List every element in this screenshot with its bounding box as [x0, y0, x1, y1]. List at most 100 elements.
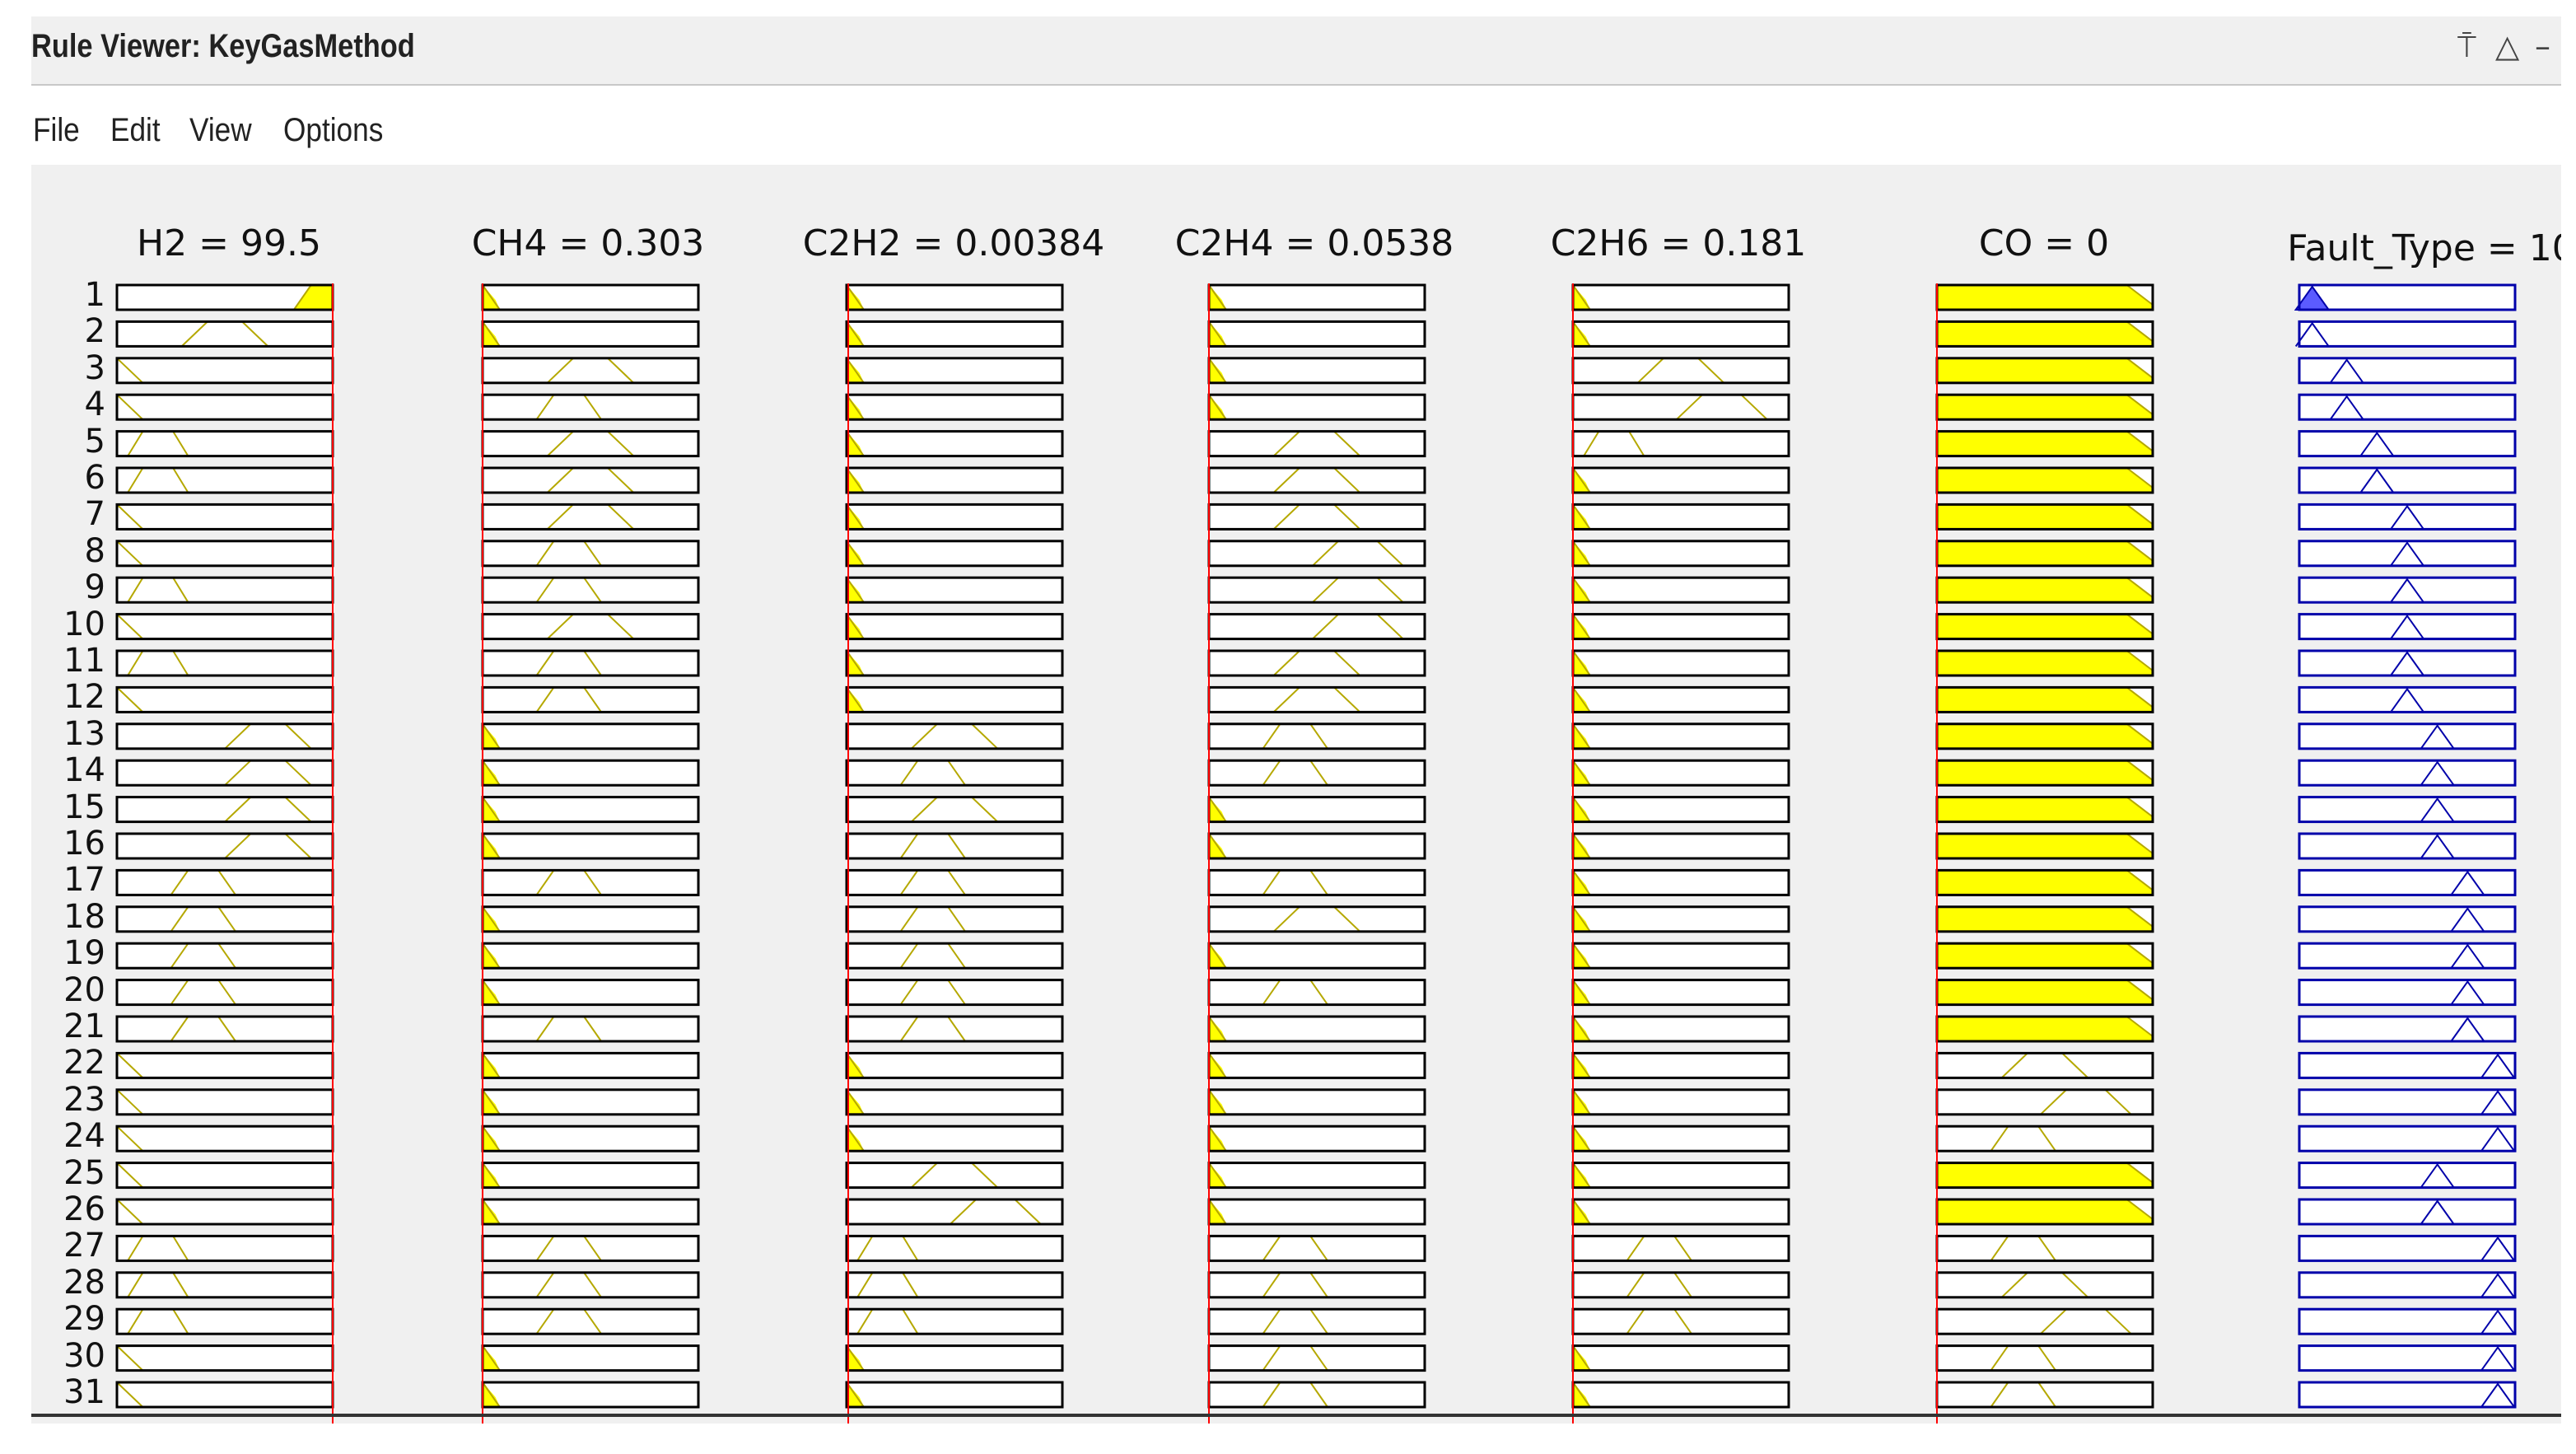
rule-row[interactable]	[115, 1381, 2517, 1409]
output-mf-cell	[2294, 320, 2517, 348]
output-header-fault-type: Fault_Type = 10	[2287, 227, 2561, 269]
input-mf-cell	[1935, 1271, 2154, 1299]
rule-row[interactable]	[115, 685, 2517, 713]
rule-row[interactable]	[115, 722, 2517, 750]
rule-number: 24	[63, 1117, 105, 1156]
input-mf-cell	[481, 759, 700, 787]
rule-row[interactable]	[115, 868, 2517, 896]
rule-row[interactable]	[115, 503, 2517, 531]
input-mf-cell	[115, 1271, 334, 1299]
menu-file[interactable]: File	[33, 112, 80, 148]
input-header-h2: H2 = 99.5	[137, 222, 321, 264]
input-mf-cell	[1207, 613, 1426, 641]
rule-row[interactable]	[115, 540, 2517, 568]
input-mf-cell	[1571, 1234, 1790, 1262]
rule-row[interactable]	[115, 357, 2517, 385]
rule-row[interactable]	[115, 1307, 2517, 1335]
rule-row[interactable]	[115, 430, 2517, 458]
input-mf-cell	[1571, 540, 1790, 568]
pin-icon[interactable]: ⍑	[2457, 28, 2476, 64]
input-mf-cell	[481, 832, 700, 860]
input-mf-cell	[845, 1198, 1064, 1226]
rule-row[interactable]	[115, 320, 2517, 348]
output-mf-cell	[2298, 722, 2517, 750]
input-mf-cell	[845, 905, 1064, 933]
rule-row[interactable]	[115, 796, 2517, 824]
rule-number: 15	[63, 788, 105, 826]
rule-row[interactable]	[115, 759, 2517, 787]
input-mf-cell	[845, 1124, 1064, 1152]
input-mf-cell	[1571, 1344, 1790, 1372]
output-mf-cell	[2298, 1271, 2517, 1299]
rule-row[interactable]	[115, 649, 2517, 677]
input-mf-cell	[1935, 1124, 2154, 1152]
rule-row[interactable]	[115, 1198, 2517, 1226]
input-mf-cell	[1571, 942, 1790, 970]
input-mf-cell	[1571, 1381, 1790, 1409]
rule-number: 25	[63, 1153, 105, 1192]
rule-row[interactable]	[115, 905, 2517, 933]
rule-row[interactable]	[115, 283, 2517, 311]
input-mf-cell	[845, 1015, 1064, 1043]
rule-number: 19	[63, 934, 105, 973]
rule-row[interactable]	[115, 466, 2517, 494]
input-mf-cell	[1207, 1088, 1426, 1116]
input-mf-cell	[845, 649, 1064, 677]
menu-view[interactable]: View	[189, 112, 252, 148]
menu-edit[interactable]: Edit	[110, 112, 161, 148]
input-mf-cell	[845, 759, 1064, 787]
input-mf-cell	[115, 759, 334, 787]
rule-row[interactable]	[115, 1234, 2517, 1262]
input-mf-cell	[481, 613, 700, 641]
rule-row[interactable]	[115, 1088, 2517, 1116]
rule-number: 17	[63, 861, 105, 900]
input-mf-cell	[1207, 393, 1426, 421]
input-mf-cell	[481, 1271, 700, 1299]
rule-row[interactable]	[115, 832, 2517, 860]
rule-row[interactable]	[115, 613, 2517, 641]
rule-row[interactable]	[115, 1124, 2517, 1152]
output-mf-cell	[2298, 503, 2517, 531]
input-mf-cell	[481, 649, 700, 677]
input-mf-cell	[1207, 1307, 1426, 1335]
rule-number: 29	[63, 1300, 105, 1339]
rule-row[interactable]	[115, 1344, 2517, 1372]
input-mf-cell	[115, 979, 334, 1007]
minimize-icon[interactable]: –	[2535, 28, 2550, 64]
input-mf-cell	[1207, 430, 1426, 458]
input-mf-cell	[481, 1381, 700, 1409]
input-header-c2h6: C2H6 = 0.181	[1550, 222, 1807, 264]
rule-row[interactable]	[115, 1271, 2517, 1299]
rule-row[interactable]	[115, 1051, 2517, 1079]
output-mf-cell	[2298, 1307, 2517, 1335]
input-mf-cell	[481, 1344, 700, 1372]
input-header-c2h2: C2H2 = 0.00384	[802, 222, 1105, 264]
rule-row[interactable]	[115, 1162, 2517, 1190]
input-mf-cell	[845, 722, 1064, 750]
output-mf-cell	[2298, 868, 2517, 896]
input-mf-cell	[115, 1381, 334, 1409]
rule-row[interactable]	[115, 942, 2517, 970]
input-mf-cell	[1571, 430, 1790, 458]
input-mf-cell	[115, 942, 334, 970]
output-mf-cell	[2298, 1162, 2517, 1190]
input-mf-cell	[115, 320, 334, 348]
rule-row[interactable]	[115, 1015, 2517, 1043]
input-mf-cell	[1571, 613, 1790, 641]
rule-row[interactable]	[115, 393, 2517, 421]
rule-row[interactable]	[115, 576, 2517, 604]
input-mf-cell	[1935, 722, 2154, 750]
input-mf-cell	[1935, 283, 2154, 311]
input-mf-cell	[1207, 320, 1426, 348]
rule-number: 6	[84, 459, 105, 497]
rule-row[interactable]	[115, 979, 2517, 1007]
maximize-icon[interactable]: △	[2495, 28, 2520, 64]
input-mf-cell	[1935, 1162, 2154, 1190]
rule-membership-grid[interactable]	[31, 165, 2561, 1424]
menu-options[interactable]: Options	[283, 112, 384, 148]
input-mf-cell	[845, 1344, 1064, 1372]
input-mf-cell	[1207, 1198, 1426, 1226]
input-mf-cell	[1571, 1271, 1790, 1299]
input-mf-cell	[115, 1234, 334, 1262]
input-mf-cell	[481, 1051, 700, 1079]
